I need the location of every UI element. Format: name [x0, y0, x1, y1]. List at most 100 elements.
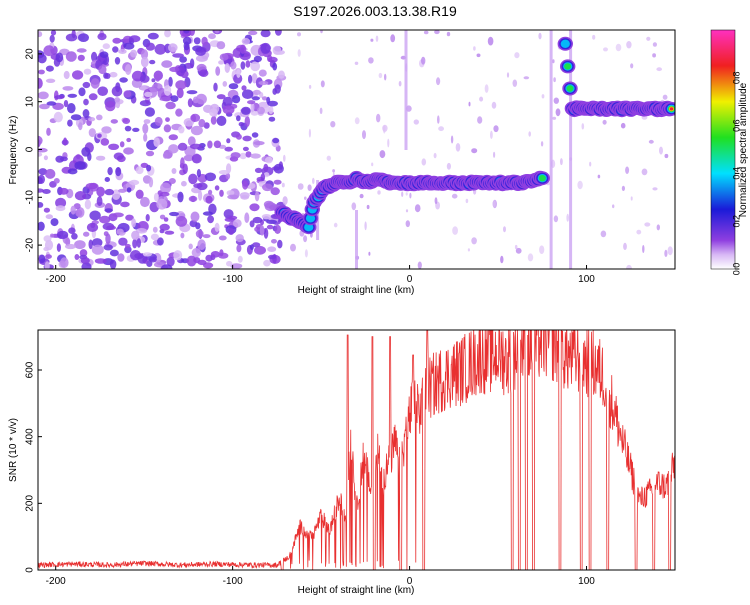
noise-blob	[168, 134, 178, 141]
noise-blob	[196, 169, 201, 178]
noise-blob	[186, 90, 198, 95]
noise-blob	[304, 196, 307, 200]
noise-blob	[59, 156, 68, 162]
noise-blob	[109, 259, 117, 269]
noise-blob	[208, 33, 216, 40]
noise-blob	[615, 43, 622, 52]
noise-blob	[157, 237, 164, 246]
noise-blob	[83, 231, 90, 237]
noise-blob	[183, 154, 194, 162]
noise-blob	[528, 131, 531, 137]
noise-blob	[421, 56, 426, 65]
noise-blob	[81, 147, 91, 157]
noise-blob	[242, 135, 252, 142]
band-cell	[566, 85, 574, 92]
noise-blob	[552, 59, 555, 64]
noise-blob	[527, 253, 534, 262]
noise-blob	[46, 101, 57, 106]
noise-blob	[264, 156, 273, 164]
noise-blob	[239, 192, 250, 199]
noise-blob	[103, 244, 113, 251]
noise-blob	[198, 190, 203, 201]
noise-blob	[552, 116, 557, 120]
noise-blob	[272, 62, 278, 71]
noise-blob	[140, 85, 147, 91]
noise-blob	[49, 34, 55, 43]
noise-blob	[99, 51, 109, 58]
noise-blob	[553, 97, 559, 104]
noise-blob	[88, 239, 93, 250]
noise-blob	[553, 215, 559, 223]
noise-blob	[646, 36, 651, 41]
noise-blob	[249, 244, 254, 250]
noise-blob	[132, 238, 138, 249]
noise-blob	[117, 253, 125, 262]
figure-title: S197.2026.003.13.38.R19	[293, 3, 457, 19]
noise-blob	[307, 184, 312, 191]
noise-blob	[107, 167, 113, 176]
noise-blob	[82, 81, 91, 89]
noise-blob	[368, 251, 371, 256]
noise-blob	[170, 95, 179, 102]
noise-blob	[600, 230, 607, 238]
noise-blob	[114, 57, 121, 65]
noise-blob	[236, 244, 242, 253]
noise-blob	[405, 192, 408, 196]
noise-blob	[140, 56, 149, 68]
noise-blob	[401, 191, 404, 197]
noise-blob	[253, 141, 265, 146]
noise-blob	[124, 246, 132, 254]
noise-blob	[191, 248, 201, 258]
noise-blob	[164, 230, 175, 235]
noise-blob	[409, 192, 412, 199]
noise-blob	[252, 216, 263, 224]
noise-blob	[88, 117, 96, 122]
noise-blob	[187, 98, 193, 108]
noise-blob	[506, 72, 510, 78]
noise-blob	[354, 61, 359, 65]
noise-blob	[159, 96, 172, 102]
noise-blob	[78, 87, 86, 97]
noise-blob	[626, 41, 632, 49]
noise-blob	[43, 235, 52, 243]
noise-blob	[230, 61, 237, 70]
noise-blob	[512, 79, 518, 87]
noise-blob	[163, 85, 172, 96]
noise-blob	[111, 189, 121, 200]
noise-blob	[648, 139, 654, 144]
noise-blob	[156, 198, 168, 210]
noise-blob	[70, 205, 76, 215]
noise-blob	[149, 59, 156, 65]
noise-blob	[274, 224, 281, 234]
noise-blob	[130, 49, 138, 58]
noise-blob	[131, 218, 137, 228]
noise-blob	[114, 97, 120, 103]
noise-blob	[268, 116, 276, 122]
noise-blob	[125, 64, 132, 75]
noise-blob	[120, 201, 130, 208]
noise-blob	[126, 187, 132, 193]
noise-blob	[84, 199, 92, 210]
noise-blob	[263, 259, 271, 267]
noise-blob	[169, 66, 180, 72]
noise-blob	[303, 235, 308, 243]
noise-blob	[108, 143, 120, 150]
noise-blob	[620, 122, 626, 129]
noise-blob	[78, 33, 89, 42]
noise-blob	[248, 74, 253, 84]
noise-blob	[434, 30, 440, 35]
noise-blob	[465, 198, 469, 204]
noise-blob	[228, 215, 238, 220]
noise-blob	[490, 130, 493, 139]
noise-blob	[560, 158, 563, 166]
noise-blob	[154, 43, 167, 55]
noise-blob	[175, 80, 187, 90]
noise-blob	[74, 191, 87, 201]
noise-blob	[515, 247, 522, 254]
noise-blob	[209, 108, 218, 117]
noise-blob	[434, 197, 438, 205]
noise-blob	[258, 69, 267, 77]
bottom-x-axis: -200 -100 0 100	[46, 566, 595, 587]
noise-blob	[90, 78, 100, 89]
noise-blob	[182, 36, 192, 45]
